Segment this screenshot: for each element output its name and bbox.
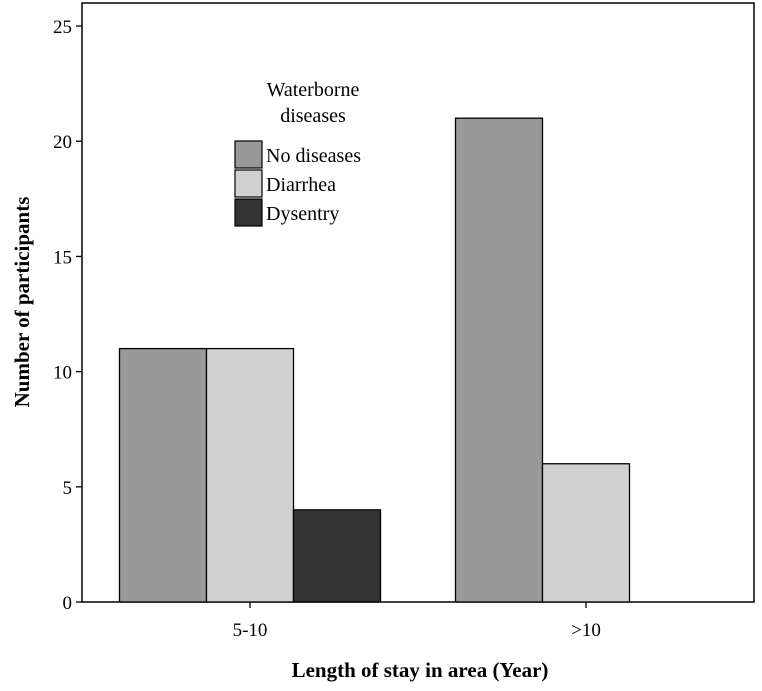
legend-label: No diseases [266, 145, 361, 167]
bars [118, 117, 631, 603]
y-axis: 0 5 10 15 20 25 [53, 17, 82, 614]
bar [292, 509, 382, 603]
bar [454, 117, 544, 603]
y-tick-label: 25 [53, 17, 72, 38]
y-tick-label: 15 [53, 247, 72, 268]
y-tick-label: 20 [53, 132, 72, 153]
legend: Waterborne diseases No diseases Diarrhea D… [234, 79, 361, 227]
bar [205, 347, 295, 603]
legend-label: Dysentry [266, 203, 339, 225]
y-tick-label: 0 [63, 593, 73, 614]
legend-swatch [234, 140, 263, 169]
y-axis-title: Number of participants [10, 197, 34, 408]
legend-label: Diarrhea [266, 174, 336, 196]
x-tick-label: >10 [571, 620, 601, 641]
legend-title-line1: Waterborne [267, 79, 360, 101]
x-axis: 5-10 >10 [233, 602, 601, 641]
x-axis-title: Length of stay in area (Year) [292, 658, 549, 682]
bar [541, 463, 631, 603]
legend-swatch [234, 198, 263, 227]
y-tick-label: 10 [53, 363, 72, 384]
x-tick-label: 5-10 [233, 620, 268, 641]
bar [118, 347, 208, 603]
legend-title-line2: diseases [280, 105, 346, 127]
y-tick-label: 5 [63, 478, 73, 499]
legend-swatch [234, 169, 263, 198]
